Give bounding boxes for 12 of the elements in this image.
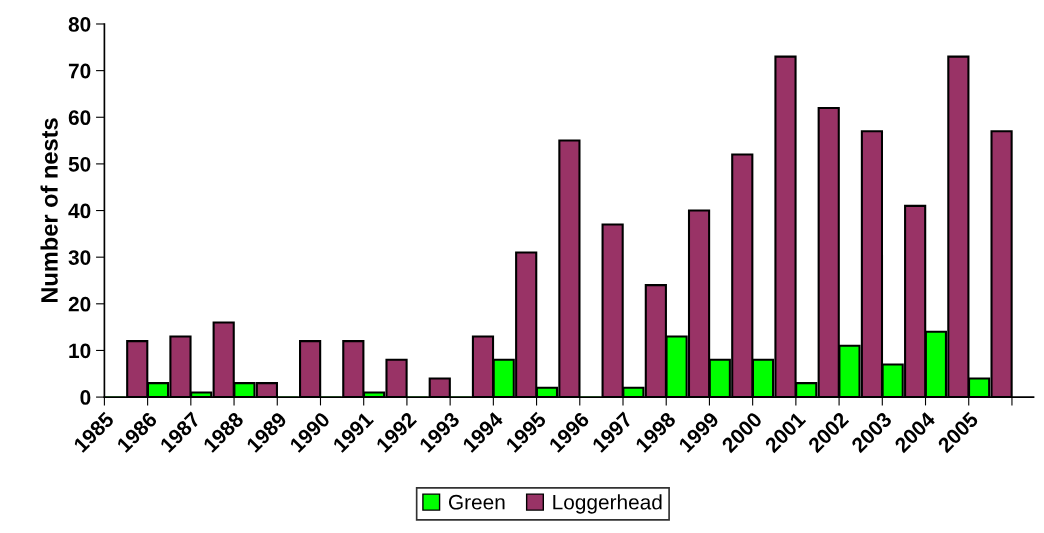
y-tick-label: 70 <box>68 63 91 79</box>
legend-label: Loggerhead <box>553 494 662 514</box>
y-tick-label: 20 <box>68 296 91 312</box>
y-tick-label: 50 <box>68 156 91 172</box>
y-tick-label: 60 <box>68 110 91 126</box>
y-tick-label: 0 <box>80 390 91 405</box>
y-tick-label: 10 <box>69 343 91 359</box>
y-axis-title: Number of nests <box>40 118 58 303</box>
y-tick-label: 80 <box>68 16 91 32</box>
y-tick-label: 40 <box>68 203 91 219</box>
legend-label: Green <box>448 494 505 510</box>
y-tick-label: 30 <box>68 250 91 265</box>
